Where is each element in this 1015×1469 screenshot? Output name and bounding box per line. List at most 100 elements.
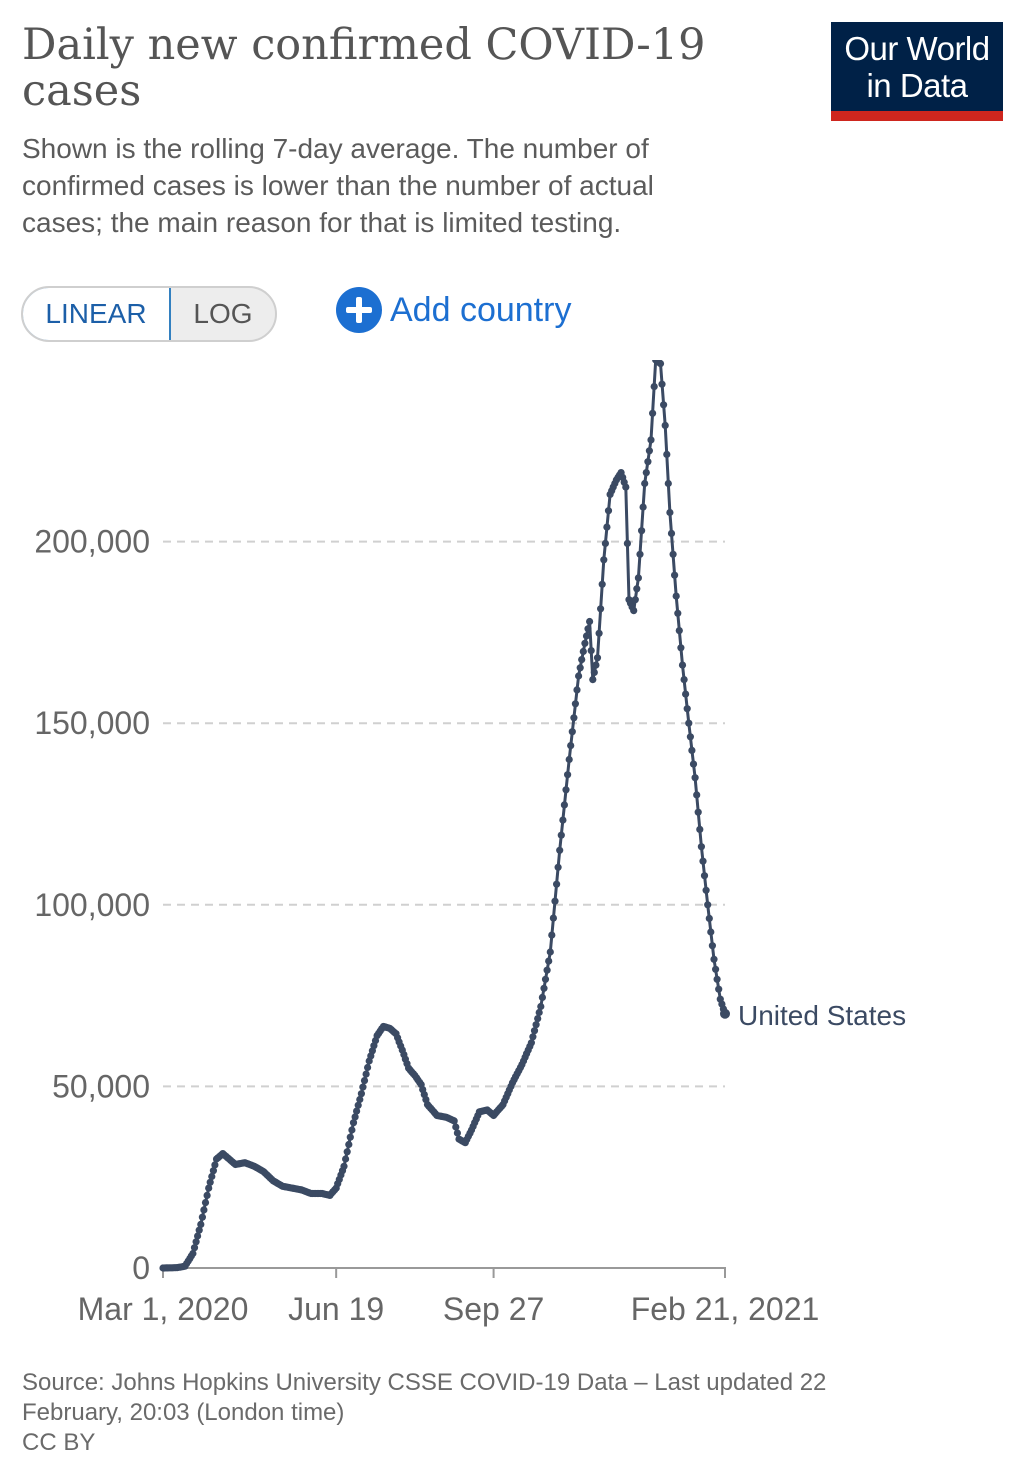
data-point: [543, 966, 551, 974]
data-point: [194, 1232, 202, 1240]
data-point: [562, 786, 570, 794]
plus-circle-icon: [336, 287, 382, 333]
data-point: [211, 1161, 219, 1169]
x-tick-label: Feb 21, 2021: [631, 1291, 820, 1327]
data-point: [705, 914, 713, 923]
data-point: [353, 1107, 361, 1115]
data-point: [545, 957, 553, 965]
data-point: [636, 550, 644, 558]
chart-title: Daily new confirmed COVID-19 cases: [22, 20, 706, 116]
data-point: [203, 1191, 211, 1199]
data-point: [581, 639, 589, 647]
data-point: [568, 728, 576, 736]
data-point: [650, 383, 658, 391]
data-point: [694, 808, 702, 816]
data-point: [671, 571, 679, 579]
data-point: [530, 1027, 539, 1035]
data-point: [590, 668, 598, 676]
data-point: [675, 627, 683, 635]
data-point: [359, 1083, 367, 1091]
y-tick-label: 0: [132, 1250, 150, 1286]
data-point: [592, 661, 600, 669]
data-point: [548, 931, 556, 939]
data-point: [589, 676, 597, 684]
data-point: [206, 1178, 214, 1186]
x-axis: Mar 1, 2020 Jun 19 Sep 27 Feb 21, 2021: [78, 1267, 820, 1327]
data-point: [638, 527, 646, 535]
data-point: [527, 1039, 536, 1047]
data-point: [575, 672, 583, 680]
data-point: [708, 942, 717, 950]
data-point: [639, 503, 647, 511]
data-point: [452, 1123, 460, 1131]
owid-logo[interactable]: Our World in Data: [831, 22, 1003, 121]
data-point: [189, 1249, 197, 1258]
data-point: [570, 714, 578, 722]
data-point: [343, 1148, 351, 1156]
data-point: [672, 592, 680, 600]
x-tick-label: Sep 27: [443, 1291, 544, 1327]
log-scale-button[interactable]: LOG: [193, 298, 253, 329]
license-note[interactable]: CC BY: [22, 1429, 96, 1456]
data-point: [195, 1226, 203, 1234]
data-point: [348, 1126, 356, 1134]
series-label[interactable]: United States: [738, 1000, 906, 1031]
data-point: [713, 975, 721, 983]
data-point: [593, 654, 602, 662]
data-point: [541, 975, 550, 983]
data-point: [699, 857, 707, 865]
data-point: [689, 760, 698, 768]
data-point: [362, 1070, 370, 1078]
data-point: [656, 360, 665, 368]
data-point: [557, 831, 565, 839]
data-point: [565, 755, 573, 764]
data-point: [198, 1213, 206, 1221]
data-point: [567, 742, 575, 750]
data-point: [644, 458, 652, 466]
x-tick-label: Jun 19: [288, 1291, 384, 1327]
data-point: [663, 450, 671, 458]
y-tick-label: 150,000: [34, 705, 150, 741]
data-point: [595, 629, 603, 637]
data-point: [209, 1167, 217, 1175]
logo-line-2: in Data: [866, 67, 968, 104]
y-axis-labels: 0 50,000 100,000 150,000 200,000: [34, 524, 150, 1286]
data-point: [645, 447, 654, 455]
data-point: [579, 647, 587, 656]
data-point: [660, 401, 668, 409]
data-point: [647, 436, 655, 444]
linear-scale-button[interactable]: LINEAR: [23, 288, 171, 340]
data-point: [354, 1101, 362, 1109]
data-point: [604, 507, 613, 515]
data-point: [582, 632, 591, 640]
data-point: [666, 508, 674, 517]
data-point: [623, 539, 632, 547]
data-point: [658, 380, 666, 388]
data-point: [450, 1117, 458, 1125]
data-point: [641, 479, 649, 488]
data-point: [364, 1063, 372, 1072]
logo-line-1: Our World: [844, 30, 990, 67]
add-country-label: Add country: [390, 290, 572, 329]
data-point: [633, 585, 641, 593]
data-point: [688, 746, 696, 754]
add-country-button[interactable]: Add country: [336, 287, 571, 333]
data-point: [535, 1008, 543, 1017]
data-point: [630, 607, 638, 615]
data-point: [190, 1244, 199, 1252]
y-tick-label: 200,000: [34, 524, 150, 560]
data-point: [597, 605, 605, 613]
data-point: [680, 676, 688, 684]
data-point: [534, 1015, 542, 1023]
series-layer: United States: [159, 360, 906, 1272]
data-point: [667, 529, 676, 537]
chart-subtitle: Shown is the rolling 7-day average. The …: [22, 133, 654, 238]
series-line[interactable]: [162, 360, 727, 1270]
data-point: [357, 1090, 365, 1098]
data-point: [554, 863, 562, 871]
data-point: [205, 1184, 213, 1192]
data-point: [546, 948, 554, 956]
data-point: [537, 1002, 545, 1011]
source-note: Source: Johns Hopkins University CSSE CO…: [22, 1369, 827, 1426]
line-chart[interactable]: 0 50,000 100,000 150,000 200,000 Mar 1, 2020…: [0, 360, 1015, 1350]
